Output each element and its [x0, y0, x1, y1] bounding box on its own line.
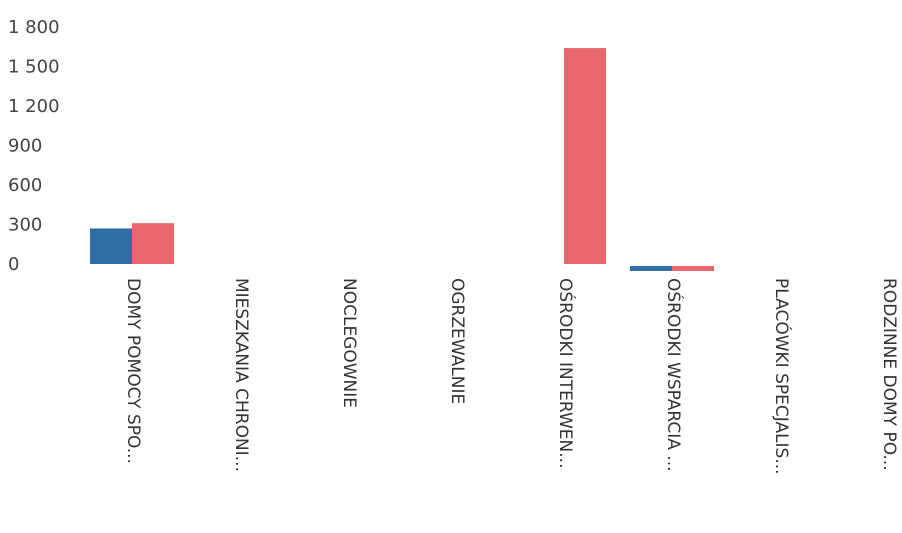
category-label: OGRZEWALNIE — [447, 278, 467, 404]
category-label: PLACÓWKI SPECJALIS... — [771, 278, 793, 475]
category-label: RODZINNE DOMY PO... — [879, 278, 899, 471]
y-tick-label: 300 — [8, 215, 42, 236]
y-tick-label: 0 — [8, 254, 19, 275]
y-tick-label: 1 800 — [8, 17, 60, 38]
bar — [564, 48, 606, 264]
category-label: DOMY POMOCY SPO... — [123, 278, 143, 464]
bars — [90, 48, 714, 271]
y-tick-label: 1 500 — [8, 57, 60, 78]
y-tick-label: 1 200 — [8, 96, 60, 117]
category-labels: DOMY POMOCY SPO... MIESZKANIA CHRONI... NO… — [123, 278, 899, 475]
category-label: OŚRODKI INTERWEN... — [555, 278, 577, 468]
y-tick-label: 600 — [8, 175, 42, 196]
category-label: OŚRODKI WSPARCIA ... — [663, 278, 685, 472]
bar — [90, 228, 132, 264]
category-label: NOCLEGOWNIE — [339, 278, 359, 408]
y-tick-label: 900 — [8, 136, 42, 157]
bar — [672, 266, 714, 271]
bar — [132, 223, 174, 264]
bar — [630, 266, 672, 271]
category-label: MIESZKANIA CHRONI... — [231, 278, 251, 472]
y-axis-ticks: 0 300 600 900 1 200 1 500 1 800 — [8, 17, 60, 275]
